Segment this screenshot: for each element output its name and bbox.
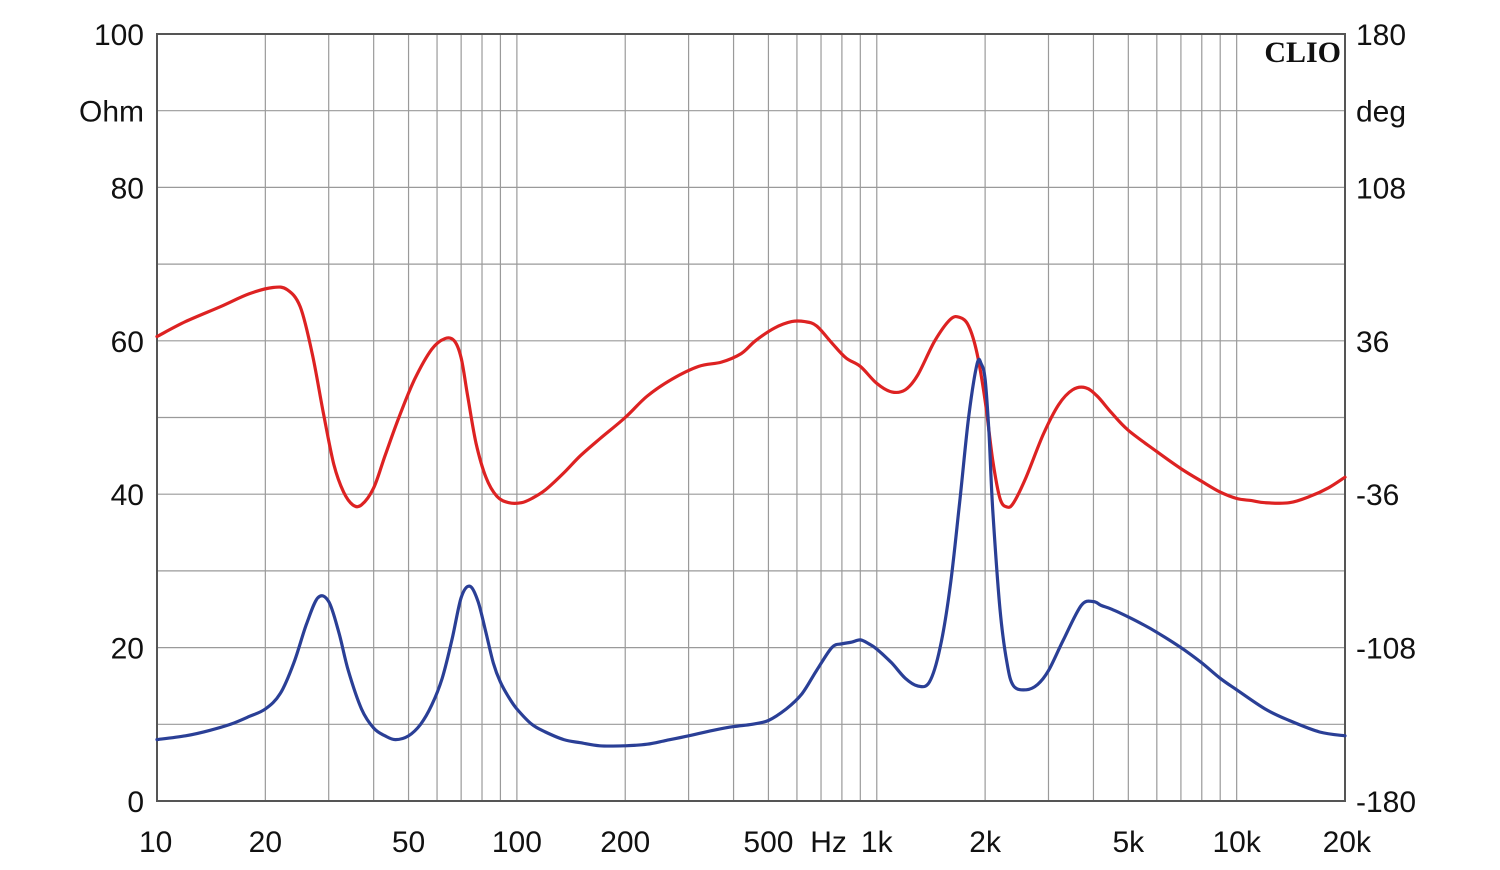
x-tick-label: 100 [492,826,542,859]
left-axis-tick-labels: 0 20 40 60 80 100 [94,19,144,819]
x-tick-label: 20k [1323,826,1372,859]
x-tick-label: 10k [1212,826,1261,859]
right-tick-label: 180 [1356,19,1406,52]
x-tick-label: 500 [743,826,793,859]
x-axis-unit-label: Hz [810,826,847,859]
left-tick-label: 40 [111,479,144,512]
x-axis-tick-labels: 10 20 50 100 200 500 1k 2k 5k 10k 20k [139,826,1372,859]
x-tick-label: 2k [969,826,1002,859]
right-tick-label: -180 [1356,786,1416,819]
left-axis-unit-label: Ohm [79,96,144,129]
x-tick-label: 5k [1112,826,1145,859]
x-tick-label: 10 [139,826,172,859]
x-tick-label: 20 [249,826,282,859]
right-tick-label: 36 [1356,326,1389,359]
left-tick-label: 0 [127,786,144,819]
left-tick-label: 80 [111,172,144,205]
left-tick-label: 100 [94,19,144,52]
impedance-series-line [155,357,1347,748]
left-tick-label: 60 [111,326,144,359]
x-tick-label: 200 [600,826,650,859]
clio-brand-label: CLIO [1264,36,1341,69]
x-tick-label: 1k [861,826,894,859]
series-layer [155,285,1347,748]
right-tick-label: -36 [1356,479,1399,512]
plot-frame [156,33,1346,802]
right-tick-label: 108 [1356,172,1406,205]
right-axis-unit-label: deg [1356,96,1406,129]
right-axis-tick-labels: -180 -108 -36 36 108 180 [1356,19,1416,819]
phase-series-line [155,285,1347,509]
left-tick-label: 20 [111,633,144,666]
right-tick-label: -108 [1356,633,1416,666]
x-tick-label: 50 [392,826,425,859]
